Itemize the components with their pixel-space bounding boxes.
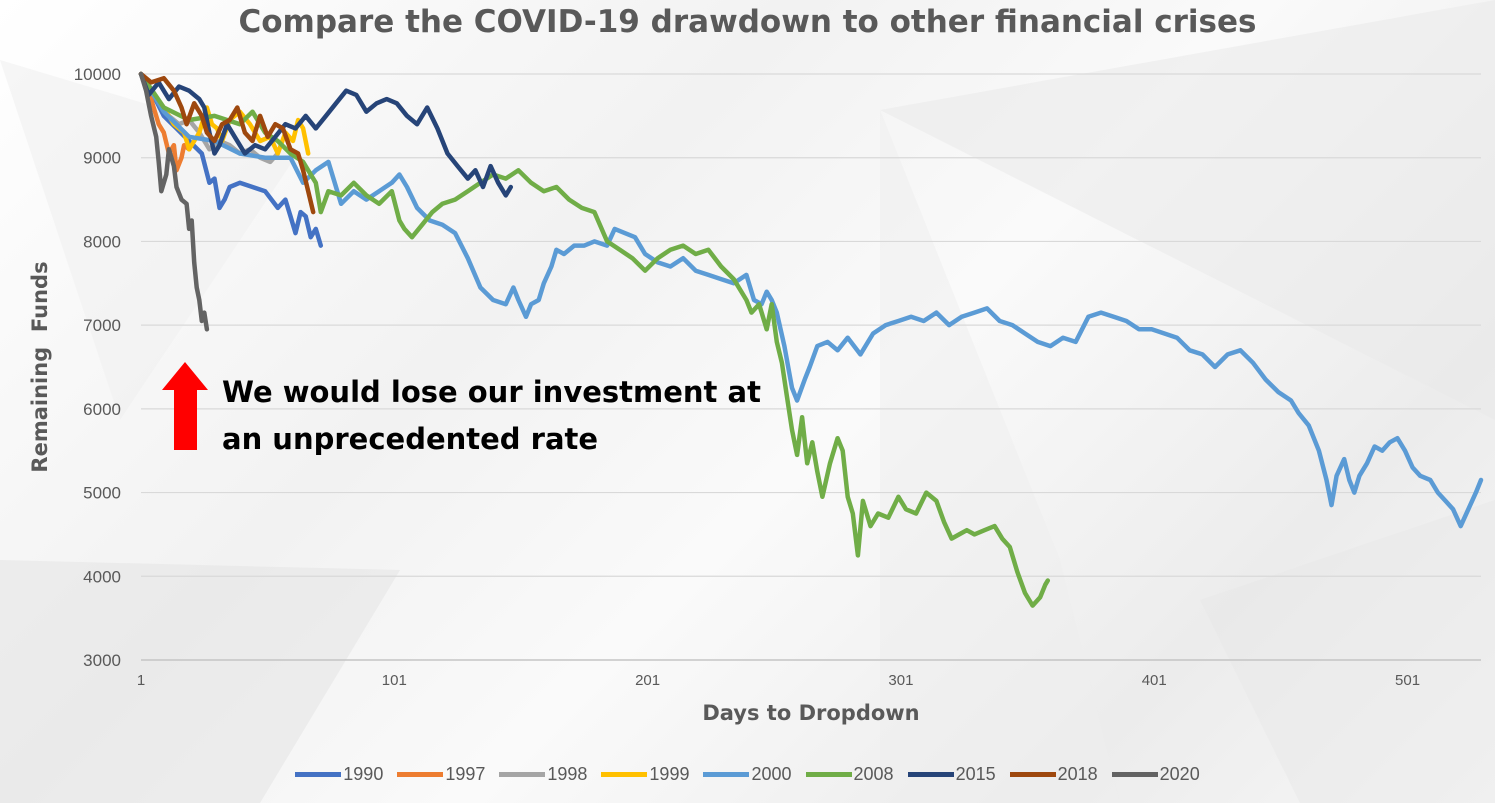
legend-swatch — [499, 772, 546, 777]
legend-item-2015: 2015 — [907, 764, 996, 785]
series-line-2020 — [138, 71, 210, 332]
legend-label: 2015 — [955, 764, 996, 784]
legend-item-2020: 2020 — [1111, 764, 1200, 785]
x-tick-label: 501 — [1395, 672, 1420, 689]
series-line-1997 — [138, 71, 192, 173]
legend-item-2000: 2000 — [703, 764, 792, 785]
legend-label: 2018 — [1057, 764, 1098, 784]
legend-label: 2008 — [853, 764, 894, 784]
annotation-text: We would lose our investment at an unpre… — [222, 369, 782, 463]
series-line-2000 — [138, 71, 1484, 529]
red-up-arrow-icon — [162, 362, 208, 450]
gridlines — [141, 73, 1481, 661]
series-line-2018 — [138, 71, 316, 215]
x-tick-label: 301 — [888, 672, 913, 689]
legend-swatch — [1009, 772, 1056, 777]
legend-label: 1997 — [445, 764, 486, 784]
legend-swatch — [1111, 772, 1158, 777]
x-tick-labels: 1 101 201 301 401 501 — [137, 672, 1420, 689]
series-line-2008 — [138, 71, 1051, 608]
legend-item-2008: 2008 — [805, 764, 894, 785]
annotation-line-2: an unprecedented rate — [222, 422, 599, 456]
x-axis-label: Days to Dropdown — [702, 701, 920, 725]
y-tick-label: 3000 — [83, 651, 121, 670]
x-tick-label: 101 — [382, 672, 407, 689]
legend-swatch — [703, 772, 750, 777]
legend-label: 1990 — [343, 764, 384, 784]
legend-swatch — [295, 772, 342, 777]
annotation-line-1: We would lose our investment at — [222, 375, 761, 409]
legend-swatch — [397, 772, 444, 777]
legend-label: 2000 — [751, 764, 792, 784]
chart-title: Compare the COVID-19 drawdown to other f… — [238, 4, 1257, 40]
legend: 1990 1997 1998 1999 2000 2008 2015 2018 2020 — [0, 764, 1495, 785]
y-tick-label: 4000 — [83, 567, 121, 586]
legend-item-1998: 1998 — [499, 764, 587, 785]
series-line-2015 — [138, 71, 514, 198]
series-lines — [138, 71, 1484, 608]
legend-swatch — [601, 772, 648, 777]
legend-label: 1999 — [649, 764, 690, 784]
y-tick-label: 7000 — [83, 316, 121, 335]
legend-item-2018: 2018 — [1009, 764, 1098, 785]
legend-swatch — [907, 772, 954, 777]
legend-swatch — [805, 772, 852, 777]
legend-label: 1998 — [547, 764, 588, 784]
y-tick-label: 6000 — [83, 400, 121, 419]
y-tick-label: 9000 — [83, 149, 121, 168]
legend-item-1999: 1999 — [601, 764, 689, 785]
y-tick-labels: 3000 4000 5000 6000 7000 8000 9000 10000 — [74, 65, 121, 670]
y-tick-label: 10000 — [74, 65, 121, 84]
x-tick-label: 201 — [635, 672, 660, 689]
x-tick-label: 401 — [1142, 672, 1167, 689]
y-tick-label: 8000 — [83, 232, 121, 251]
legend-item-1997: 1997 — [397, 764, 485, 785]
legend-item-1990: 1990 — [295, 764, 383, 785]
y-tick-label: 5000 — [83, 484, 121, 503]
x-tick-label: 1 — [137, 672, 145, 689]
legend-label: 2020 — [1159, 764, 1200, 784]
